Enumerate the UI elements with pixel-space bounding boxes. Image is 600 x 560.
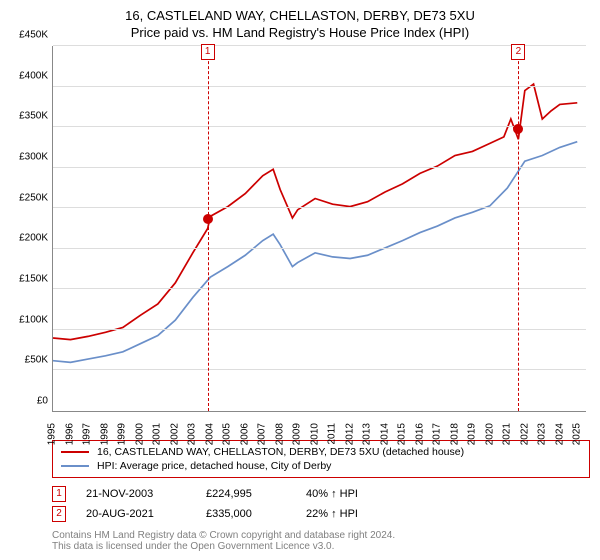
x-tick-label: 2024: [554, 423, 565, 445]
x-tick-label: 2006: [239, 423, 250, 445]
x-tick-label: 2022: [519, 423, 530, 445]
sale-hpi-delta: 40% ↑ HPI: [306, 488, 358, 500]
y-tick-label: £250K: [19, 192, 48, 203]
footer-line2: This data is licensed under the Open Gov…: [52, 541, 590, 552]
legend-swatch: [61, 465, 89, 467]
sale-number-box: 1: [52, 486, 66, 502]
gridline-h: [53, 126, 586, 127]
gridline-h: [53, 248, 586, 249]
x-tick-label: 2013: [362, 423, 373, 445]
x-tick-label: 1997: [82, 423, 93, 445]
legend-box: 16, CASTLELAND WAY, CHELLASTON, DERBY, D…: [52, 440, 590, 478]
legend-label: HPI: Average price, detached house, City…: [97, 460, 331, 472]
sale-price: £335,000: [206, 508, 286, 520]
x-tick-label: 2017: [432, 423, 443, 445]
y-tick-label: £50K: [25, 355, 48, 366]
chart-subtitle: Price paid vs. HM Land Registry's House …: [10, 25, 590, 40]
y-tick-label: £150K: [19, 274, 48, 285]
chart-area: £0 £50K £100K £150K £200K £250K £300K £350K £400…: [10, 46, 590, 434]
x-tick-label: 2000: [134, 423, 145, 445]
x-tick-label: 2014: [379, 423, 390, 445]
legend-item: 16, CASTLELAND WAY, CHELLASTON, DERBY, D…: [61, 445, 581, 459]
sale-number-box: 2: [52, 506, 66, 522]
sale-marker-dot: [513, 124, 523, 134]
y-tick-label: £450K: [19, 30, 48, 41]
x-tick-label: 2001: [152, 423, 163, 445]
chart-title-address: 16, CASTLELAND WAY, CHELLASTON, DERBY, D…: [10, 8, 590, 23]
x-tick-label: 2005: [222, 423, 233, 445]
sales-list: 1 21-NOV-2003 £224,995 40% ↑ HPI 2 20-AUG-202…: [52, 484, 590, 524]
y-tick-label: £100K: [19, 314, 48, 325]
x-tick-label: 2002: [169, 423, 180, 445]
footer-attribution: Contains HM Land Registry data © Crown c…: [52, 530, 590, 552]
x-tick-label: 2023: [537, 423, 548, 445]
sale-date: 21-NOV-2003: [86, 488, 186, 500]
x-axis: 1995199619971998199920002001200220032004…: [52, 412, 586, 434]
sale-row: 2 20-AUG-2021 £335,000 22% ↑ HPI: [52, 504, 590, 524]
sale-marker-label: 1: [201, 44, 215, 60]
gridline-h: [53, 86, 586, 87]
legend-label: 16, CASTLELAND WAY, CHELLASTON, DERBY, D…: [97, 446, 464, 458]
gridline-h: [53, 45, 586, 46]
sale-row: 1 21-NOV-2003 £224,995 40% ↑ HPI: [52, 484, 590, 504]
x-tick-label: 2009: [292, 423, 303, 445]
gridline-h: [53, 207, 586, 208]
y-tick-label: £200K: [19, 233, 48, 244]
gridline-h: [53, 369, 586, 370]
y-tick-label: £0: [37, 396, 48, 407]
sale-marker-line: [208, 46, 209, 411]
x-tick-label: 2019: [467, 423, 478, 445]
x-tick-label: 2003: [187, 423, 198, 445]
y-tick-label: £350K: [19, 111, 48, 122]
x-tick-label: 2016: [414, 423, 425, 445]
x-tick-label: 2018: [449, 423, 460, 445]
sale-marker-label: 2: [511, 44, 525, 60]
x-tick-label: 1998: [99, 423, 110, 445]
y-tick-label: £300K: [19, 152, 48, 163]
sale-date: 20-AUG-2021: [86, 508, 186, 520]
sale-marker-dot: [203, 214, 213, 224]
gridline-h: [53, 167, 586, 168]
x-tick-label: 2025: [572, 423, 583, 445]
chart-lines-svg: [53, 46, 586, 411]
legend-swatch: [61, 451, 89, 453]
y-tick-label: £400K: [19, 70, 48, 81]
x-tick-label: 2015: [397, 423, 408, 445]
x-tick-label: 2011: [327, 423, 338, 445]
footer-line1: Contains HM Land Registry data © Crown c…: [52, 530, 590, 541]
x-tick-label: 1996: [64, 423, 75, 445]
legend-item: HPI: Average price, detached house, City…: [61, 459, 581, 473]
x-tick-label: 2010: [309, 423, 320, 445]
sale-marker-line: [518, 46, 519, 411]
x-tick-label: 1999: [117, 423, 128, 445]
y-axis: £0 £50K £100K £150K £200K £250K £300K £350K £400…: [10, 46, 52, 412]
x-tick-label: 2008: [274, 423, 285, 445]
sale-price: £224,995: [206, 488, 286, 500]
series-line-property: [53, 84, 577, 340]
x-tick-label: 2020: [484, 423, 495, 445]
x-tick-label: 2007: [257, 423, 268, 445]
chart-titles: 16, CASTLELAND WAY, CHELLASTON, DERBY, D…: [10, 8, 590, 40]
chart-container: 16, CASTLELAND WAY, CHELLASTON, DERBY, D…: [0, 0, 600, 560]
x-tick-label: 2012: [344, 423, 355, 445]
gridline-h: [53, 288, 586, 289]
sale-hpi-delta: 22% ↑ HPI: [306, 508, 358, 520]
x-tick-label: 1995: [47, 423, 58, 445]
plot-area: 12: [52, 46, 586, 412]
x-tick-label: 2021: [502, 423, 513, 445]
gridline-h: [53, 329, 586, 330]
x-tick-label: 2004: [204, 423, 215, 445]
